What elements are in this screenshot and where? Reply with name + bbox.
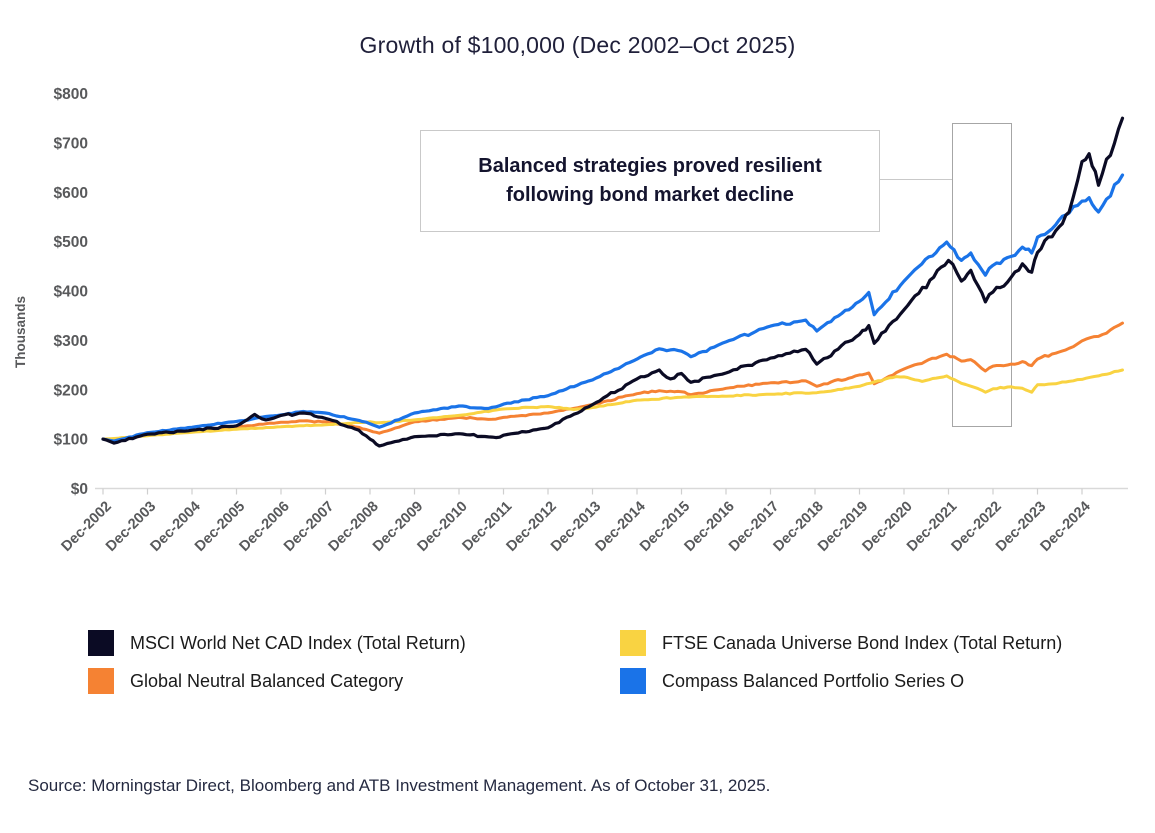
y-tick-label: $100 <box>54 432 88 449</box>
legend-swatch-compass <box>620 668 646 694</box>
annotation-callout: Balanced strategies proved resilient fol… <box>420 130 880 232</box>
legend-label-msci: MSCI World Net CAD Index (Total Return) <box>130 632 466 653</box>
annotation-line-1: Balanced strategies proved resilient <box>478 155 822 177</box>
legend-label-ftse: FTSE Canada Universe Bond Index (Total R… <box>662 632 1063 653</box>
legend-swatch-ftse <box>620 630 646 656</box>
y-tick-label: $300 <box>54 333 88 350</box>
y-tick-label: $800 <box>54 86 88 103</box>
y-tick-label: $200 <box>54 382 88 399</box>
legend-item-ftse: FTSE Canada Universe Bond Index (Total R… <box>620 629 1062 657</box>
chart-title: Growth of $100,000 (Dec 2002–Oct 2025) <box>359 32 796 58</box>
y-tick-label: $500 <box>54 234 88 251</box>
series-line-ftse-canada-bond <box>101 368 1124 441</box>
series-line-global-neutral-balanced <box>101 321 1124 443</box>
legend-swatch-msci <box>88 630 114 656</box>
series-line-msci-world <box>101 116 1125 448</box>
source-note: Source: Morningstar Direct, Bloomberg an… <box>28 776 771 795</box>
y-tick-label: $400 <box>54 284 88 301</box>
y-tick-label: $700 <box>54 135 88 152</box>
legend-item-msci: MSCI World Net CAD Index (Total Return) <box>88 629 466 657</box>
legend-label-global-neutral: Global Neutral Balanced Category <box>130 670 404 691</box>
y-tick-label: $600 <box>54 185 88 202</box>
callout-connector-line <box>878 179 952 180</box>
series-line-compass-balanced <box>101 173 1125 443</box>
legend-label-compass: Compass Balanced Portfolio Series O <box>662 670 965 691</box>
legend-item-global-neutral: Global Neutral Balanced Category <box>88 667 403 695</box>
legend-swatch-global-neutral <box>88 668 114 694</box>
growth-line-chart: $0 $100 $200 $300 $400 $500 $600 $700 $800 Thousa… <box>13 86 1128 555</box>
y-axis-title: Thousands <box>13 296 28 368</box>
annotation-line-2: following bond market decline <box>506 184 794 206</box>
y-tick-label: $0 <box>71 481 88 498</box>
legend-item-compass: Compass Balanced Portfolio Series O <box>620 667 964 695</box>
